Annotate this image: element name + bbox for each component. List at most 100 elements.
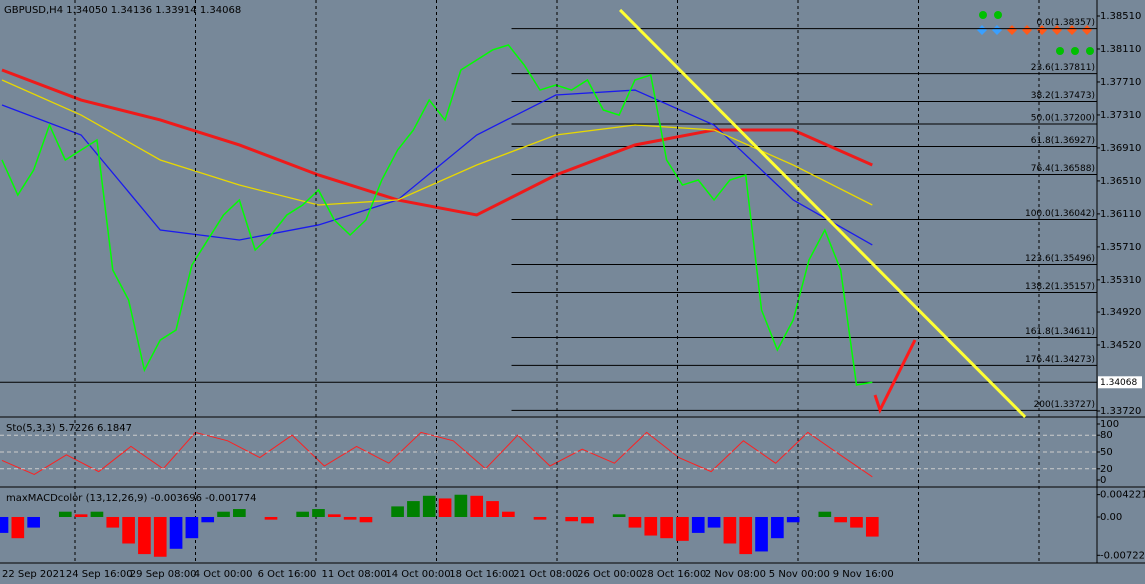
- x-tick-label: 11 Oct 08:00: [322, 569, 387, 580]
- x-tick-label: 9 Nov 16:00: [833, 569, 894, 580]
- macd-bar: [454, 494, 468, 517]
- macd-bar: [865, 516, 879, 537]
- series-line: [1, 89, 873, 246]
- y-tick-label: 0.00: [1100, 512, 1122, 523]
- series-line: [1, 68, 873, 217]
- y-tick-label: 1.34920: [1100, 307, 1141, 318]
- macd-bar: [771, 516, 784, 539]
- y-tick-label: 1.36910: [1100, 143, 1141, 154]
- fib-label: 123.6(1.35496): [1025, 254, 1095, 264]
- indicator-icons: [977, 11, 1094, 55]
- y-tick-label: 100: [1100, 419, 1119, 430]
- y-tick-label: 80: [1100, 430, 1113, 441]
- x-tick-label: 24 Sep 16:00: [66, 569, 133, 580]
- macd-bar: [233, 509, 246, 517]
- macd-bar: [391, 506, 404, 517]
- macd-bar: [612, 514, 626, 517]
- macd-bar: [786, 516, 800, 523]
- x-tick-label: 14 Oct 00:00: [385, 569, 450, 580]
- current-price-box: [1098, 376, 1142, 389]
- macd-bar: [486, 501, 499, 517]
- macd-bar: [676, 516, 689, 541]
- macd-bar: [264, 516, 278, 520]
- macd-bar: [312, 509, 325, 517]
- macd-bar: [660, 516, 673, 539]
- macd-bar: [11, 516, 25, 539]
- x-tick-label: 21 Oct 08:00: [513, 569, 578, 580]
- macd-bar: [739, 516, 753, 555]
- series-line: [1, 431, 873, 478]
- macd-bar: [723, 516, 737, 544]
- fib-label: 23.6(1.37811): [1031, 63, 1095, 73]
- fib-label: 138.2(1.35157): [1025, 282, 1095, 292]
- macd-bar: [0, 516, 9, 533]
- macd-bar: [422, 495, 436, 517]
- x-tick-label: 4 Oct 00:00: [194, 569, 253, 580]
- y-tick-label: 1.37310: [1100, 110, 1141, 121]
- fib-label: 38.2(1.37473): [1031, 91, 1095, 101]
- macd-bar: [296, 511, 309, 517]
- y-tick-label: 1.35310: [1100, 275, 1141, 286]
- fib-label: 176.4(1.34273): [1025, 355, 1095, 365]
- macd-bar: [185, 516, 199, 539]
- trendline: [619, 8, 1027, 419]
- fib-label: 50.0(1.37200): [1031, 114, 1095, 124]
- macd-bar: [834, 516, 847, 523]
- macd-bar: [438, 498, 452, 517]
- fib-label: 161.8(1.34611): [1025, 327, 1095, 337]
- macd-bar: [343, 516, 357, 520]
- macd-bar: [628, 516, 642, 528]
- y-tick-label: 1.36510: [1100, 176, 1141, 187]
- y-tick-label: 1.38110: [1100, 44, 1141, 55]
- y-tick-label: 0: [1100, 475, 1106, 486]
- fib-label: 200(1.33727): [1034, 400, 1095, 410]
- macd-bar: [707, 516, 721, 528]
- panel-title: Sto(5,3,3) 5.7226 6.1847: [6, 423, 132, 434]
- macd-bar: [818, 511, 832, 517]
- fib-label: 0.0(1.38357): [1036, 18, 1095, 28]
- macd-bar: [691, 516, 705, 533]
- series-line: [1, 79, 873, 206]
- fib-label: 76.4(1.36588): [1031, 164, 1095, 174]
- y-tick-label: 1.34520: [1100, 340, 1141, 351]
- x-tick-label: 6 Oct 16:00: [258, 569, 317, 580]
- macd-bar: [106, 516, 120, 528]
- macd-bar: [755, 516, 768, 552]
- x-tick-label: 26 Oct 00:00: [577, 569, 642, 580]
- macd-bar: [359, 516, 373, 523]
- arrow: [873, 339, 917, 414]
- y-tick-label: 1.37710: [1100, 77, 1141, 88]
- macd-bar: [850, 516, 863, 528]
- macd-bar: [27, 516, 40, 528]
- macd-bar: [502, 511, 515, 517]
- fib-label: 100.0(1.36042): [1025, 209, 1095, 219]
- macd-bar: [533, 516, 547, 520]
- y-tick-label: 1.38510: [1100, 11, 1141, 22]
- macd-bar: [90, 511, 104, 517]
- y-tick-label: -0.007228: [1100, 550, 1145, 561]
- y-tick-label: 1.33720: [1100, 406, 1141, 417]
- x-tick-label: 29 Sep 08:00: [130, 569, 197, 580]
- macd-bar: [153, 516, 167, 557]
- macd-bar: [565, 516, 578, 522]
- macd-bar: [169, 516, 183, 549]
- macd-bar: [74, 514, 88, 517]
- macd-bar: [201, 516, 215, 523]
- series-line: [1, 44, 873, 386]
- macd-bar: [470, 495, 484, 517]
- x-tick-label: 22 Sep 2021: [2, 569, 65, 580]
- macd-bar: [122, 516, 135, 544]
- macd-bar: [327, 514, 341, 517]
- x-tick-label: 2 Nov 08:00: [705, 569, 766, 580]
- macd-bar: [407, 501, 420, 517]
- fib-label: 61.8(1.36927): [1031, 136, 1095, 146]
- y-tick-label: 20: [1100, 464, 1113, 475]
- y-tick-label: 1.35710: [1100, 242, 1141, 253]
- x-tick-label: 28 Oct 16:00: [641, 569, 706, 580]
- macd-bar: [58, 511, 72, 517]
- y-tick-label: 1.36110: [1100, 209, 1141, 220]
- macd-bar: [217, 511, 230, 517]
- x-tick-label: 18 Oct 16:00: [449, 569, 514, 580]
